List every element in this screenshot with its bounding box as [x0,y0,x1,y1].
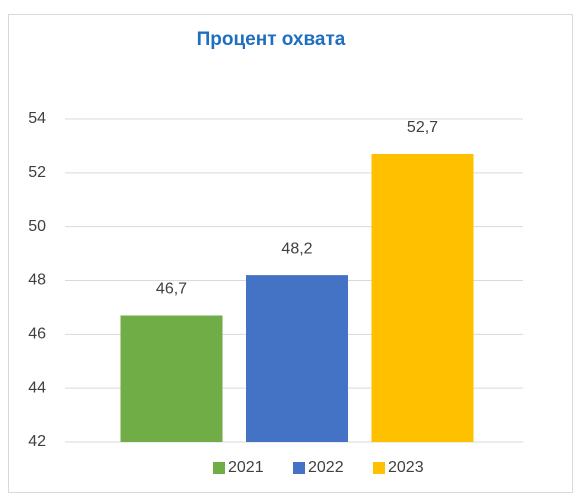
data-label: 52,7 [407,119,438,136]
legend-label: 2021 [228,459,264,476]
chart-title: Процент охвата [197,29,346,50]
bar [120,315,223,442]
legend-label: 2023 [388,459,424,476]
data-label: 46,7 [156,281,187,298]
legend-swatch [213,462,225,474]
y-tick-label: 50 [28,218,46,235]
y-tick-label: 44 [28,379,46,396]
y-tick-label: 52 [28,164,46,181]
y-tick-label: 42 [28,433,46,450]
y-tick-label: 54 [28,110,46,127]
bar [371,153,474,442]
data-label: 48,2 [281,240,312,257]
legend-label: 2022 [308,459,344,476]
y-tick-label: 46 [28,326,46,343]
legend-swatch [373,462,385,474]
y-tick-label: 48 [28,272,46,289]
legend-swatch [293,462,305,474]
bar [246,275,348,442]
